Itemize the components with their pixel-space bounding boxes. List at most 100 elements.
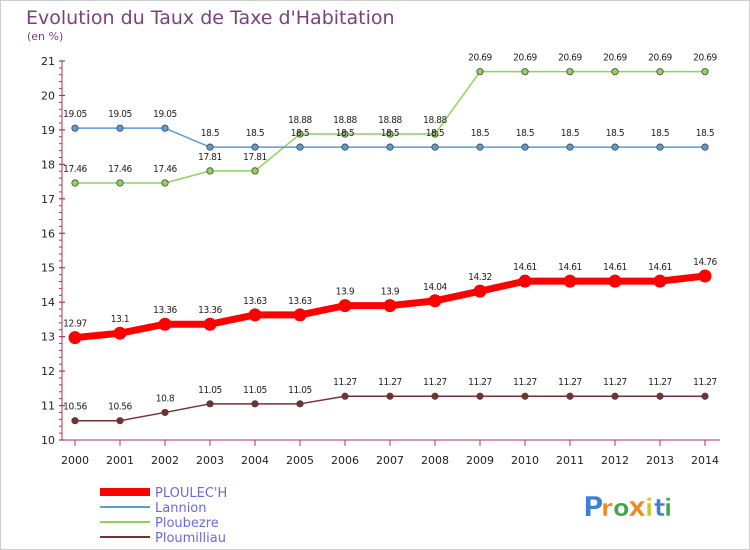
proxiti-logo: Pr oxi ti	[583, 490, 673, 524]
data-label: 13.36	[198, 305, 222, 316]
data-label: 14.61	[648, 262, 672, 273]
data-point	[698, 269, 712, 283]
data-point	[476, 392, 484, 400]
data-label: 18.88	[378, 115, 402, 126]
y-tick-label: 17	[41, 193, 55, 206]
data-point	[563, 274, 577, 288]
data-label: 17.81	[243, 152, 267, 163]
data-point	[521, 392, 529, 400]
y-tick-label: 19	[41, 124, 55, 137]
data-label: 17.46	[63, 164, 87, 175]
legend-label: Lannion	[155, 501, 207, 516]
data-label: 18.5	[426, 128, 444, 139]
data-point	[566, 143, 574, 151]
y-tick-label: 16	[41, 227, 55, 240]
data-point	[248, 308, 262, 322]
y-tick-label: 12	[41, 365, 55, 378]
data-point	[611, 68, 619, 76]
data-point	[386, 392, 394, 400]
data-label: 18.5	[696, 128, 714, 139]
data-point	[518, 274, 532, 288]
data-label: 11.27	[603, 377, 627, 388]
legend-label: PLOULEC'H	[155, 486, 227, 501]
data-point	[653, 274, 667, 288]
data-label: 20.69	[603, 53, 627, 64]
data-label: 20.69	[468, 53, 492, 64]
data-point	[203, 317, 217, 331]
data-point	[206, 143, 214, 151]
data-point	[701, 68, 709, 76]
data-label: 14.76	[693, 257, 717, 268]
x-tick-label: 2012	[601, 454, 629, 467]
data-point	[251, 143, 259, 151]
data-label: 13.63	[243, 296, 267, 307]
data-label: 14.61	[603, 262, 627, 273]
data-label: 18.5	[561, 128, 579, 139]
data-label: 17.81	[198, 152, 222, 163]
data-label: 18.5	[336, 128, 354, 139]
data-point	[206, 167, 214, 175]
data-label: 20.69	[558, 53, 582, 64]
logo-letter: x	[628, 490, 646, 523]
logo-letter: o	[613, 494, 630, 522]
data-label: 18.5	[651, 128, 669, 139]
data-point	[158, 317, 172, 331]
data-point	[341, 392, 349, 400]
x-tick-label: 2010	[511, 454, 539, 467]
data-point	[383, 299, 397, 313]
data-point	[656, 143, 664, 151]
x-tick-label: 2014	[691, 454, 719, 467]
y-tick-label: 14	[41, 296, 55, 309]
data-point	[428, 294, 442, 308]
data-point	[206, 400, 214, 408]
data-label: 11.27	[423, 377, 447, 388]
data-label: 11.05	[198, 385, 222, 396]
data-point	[161, 124, 169, 132]
data-point	[521, 68, 529, 76]
logo-letter: i	[664, 494, 672, 522]
data-label: 14.04	[423, 282, 447, 293]
data-point	[338, 299, 352, 313]
data-point	[71, 179, 79, 187]
y-tick-label: 21	[41, 55, 55, 68]
y-tick-label: 10	[41, 434, 55, 447]
data-point	[116, 417, 124, 425]
data-label: 17.46	[108, 164, 132, 175]
data-label: 11.27	[558, 377, 582, 388]
data-label: 14.32	[468, 272, 492, 283]
data-point	[71, 417, 79, 425]
data-label: 18.5	[291, 128, 309, 139]
data-label: 11.27	[378, 377, 402, 388]
data-label: 11.27	[468, 377, 492, 388]
data-label: 13.63	[288, 296, 312, 307]
data-point	[71, 124, 79, 132]
logo-letter: r	[601, 494, 613, 522]
data-label: 18.5	[246, 128, 264, 139]
data-label: 11.27	[648, 377, 672, 388]
data-point	[386, 130, 394, 138]
data-point	[431, 143, 439, 151]
data-point	[656, 392, 664, 400]
y-tick-label: 18	[41, 158, 55, 171]
data-point	[293, 308, 307, 322]
data-label: 11.27	[513, 377, 537, 388]
data-labels: 12.97 13.1 13.36 13.36 13.63 13.63 13.9 13.9 14.…	[63, 53, 718, 413]
data-label: 18.5	[471, 128, 489, 139]
data-label: 20.69	[693, 53, 717, 64]
data-label: 11.27	[693, 377, 717, 388]
x-tick-label: 2005	[286, 454, 314, 467]
y-tick-label: 15	[41, 262, 55, 275]
data-label: 12.97	[63, 319, 87, 330]
data-label: 14.61	[558, 262, 582, 273]
data-point	[296, 400, 304, 408]
data-point	[341, 130, 349, 138]
data-point	[296, 143, 304, 151]
data-point	[611, 143, 619, 151]
logo-letter: i	[645, 494, 653, 522]
data-point	[251, 167, 259, 175]
data-label: 19.05	[153, 109, 177, 120]
data-point	[341, 143, 349, 151]
data-point	[701, 143, 709, 151]
data-point	[113, 326, 127, 340]
